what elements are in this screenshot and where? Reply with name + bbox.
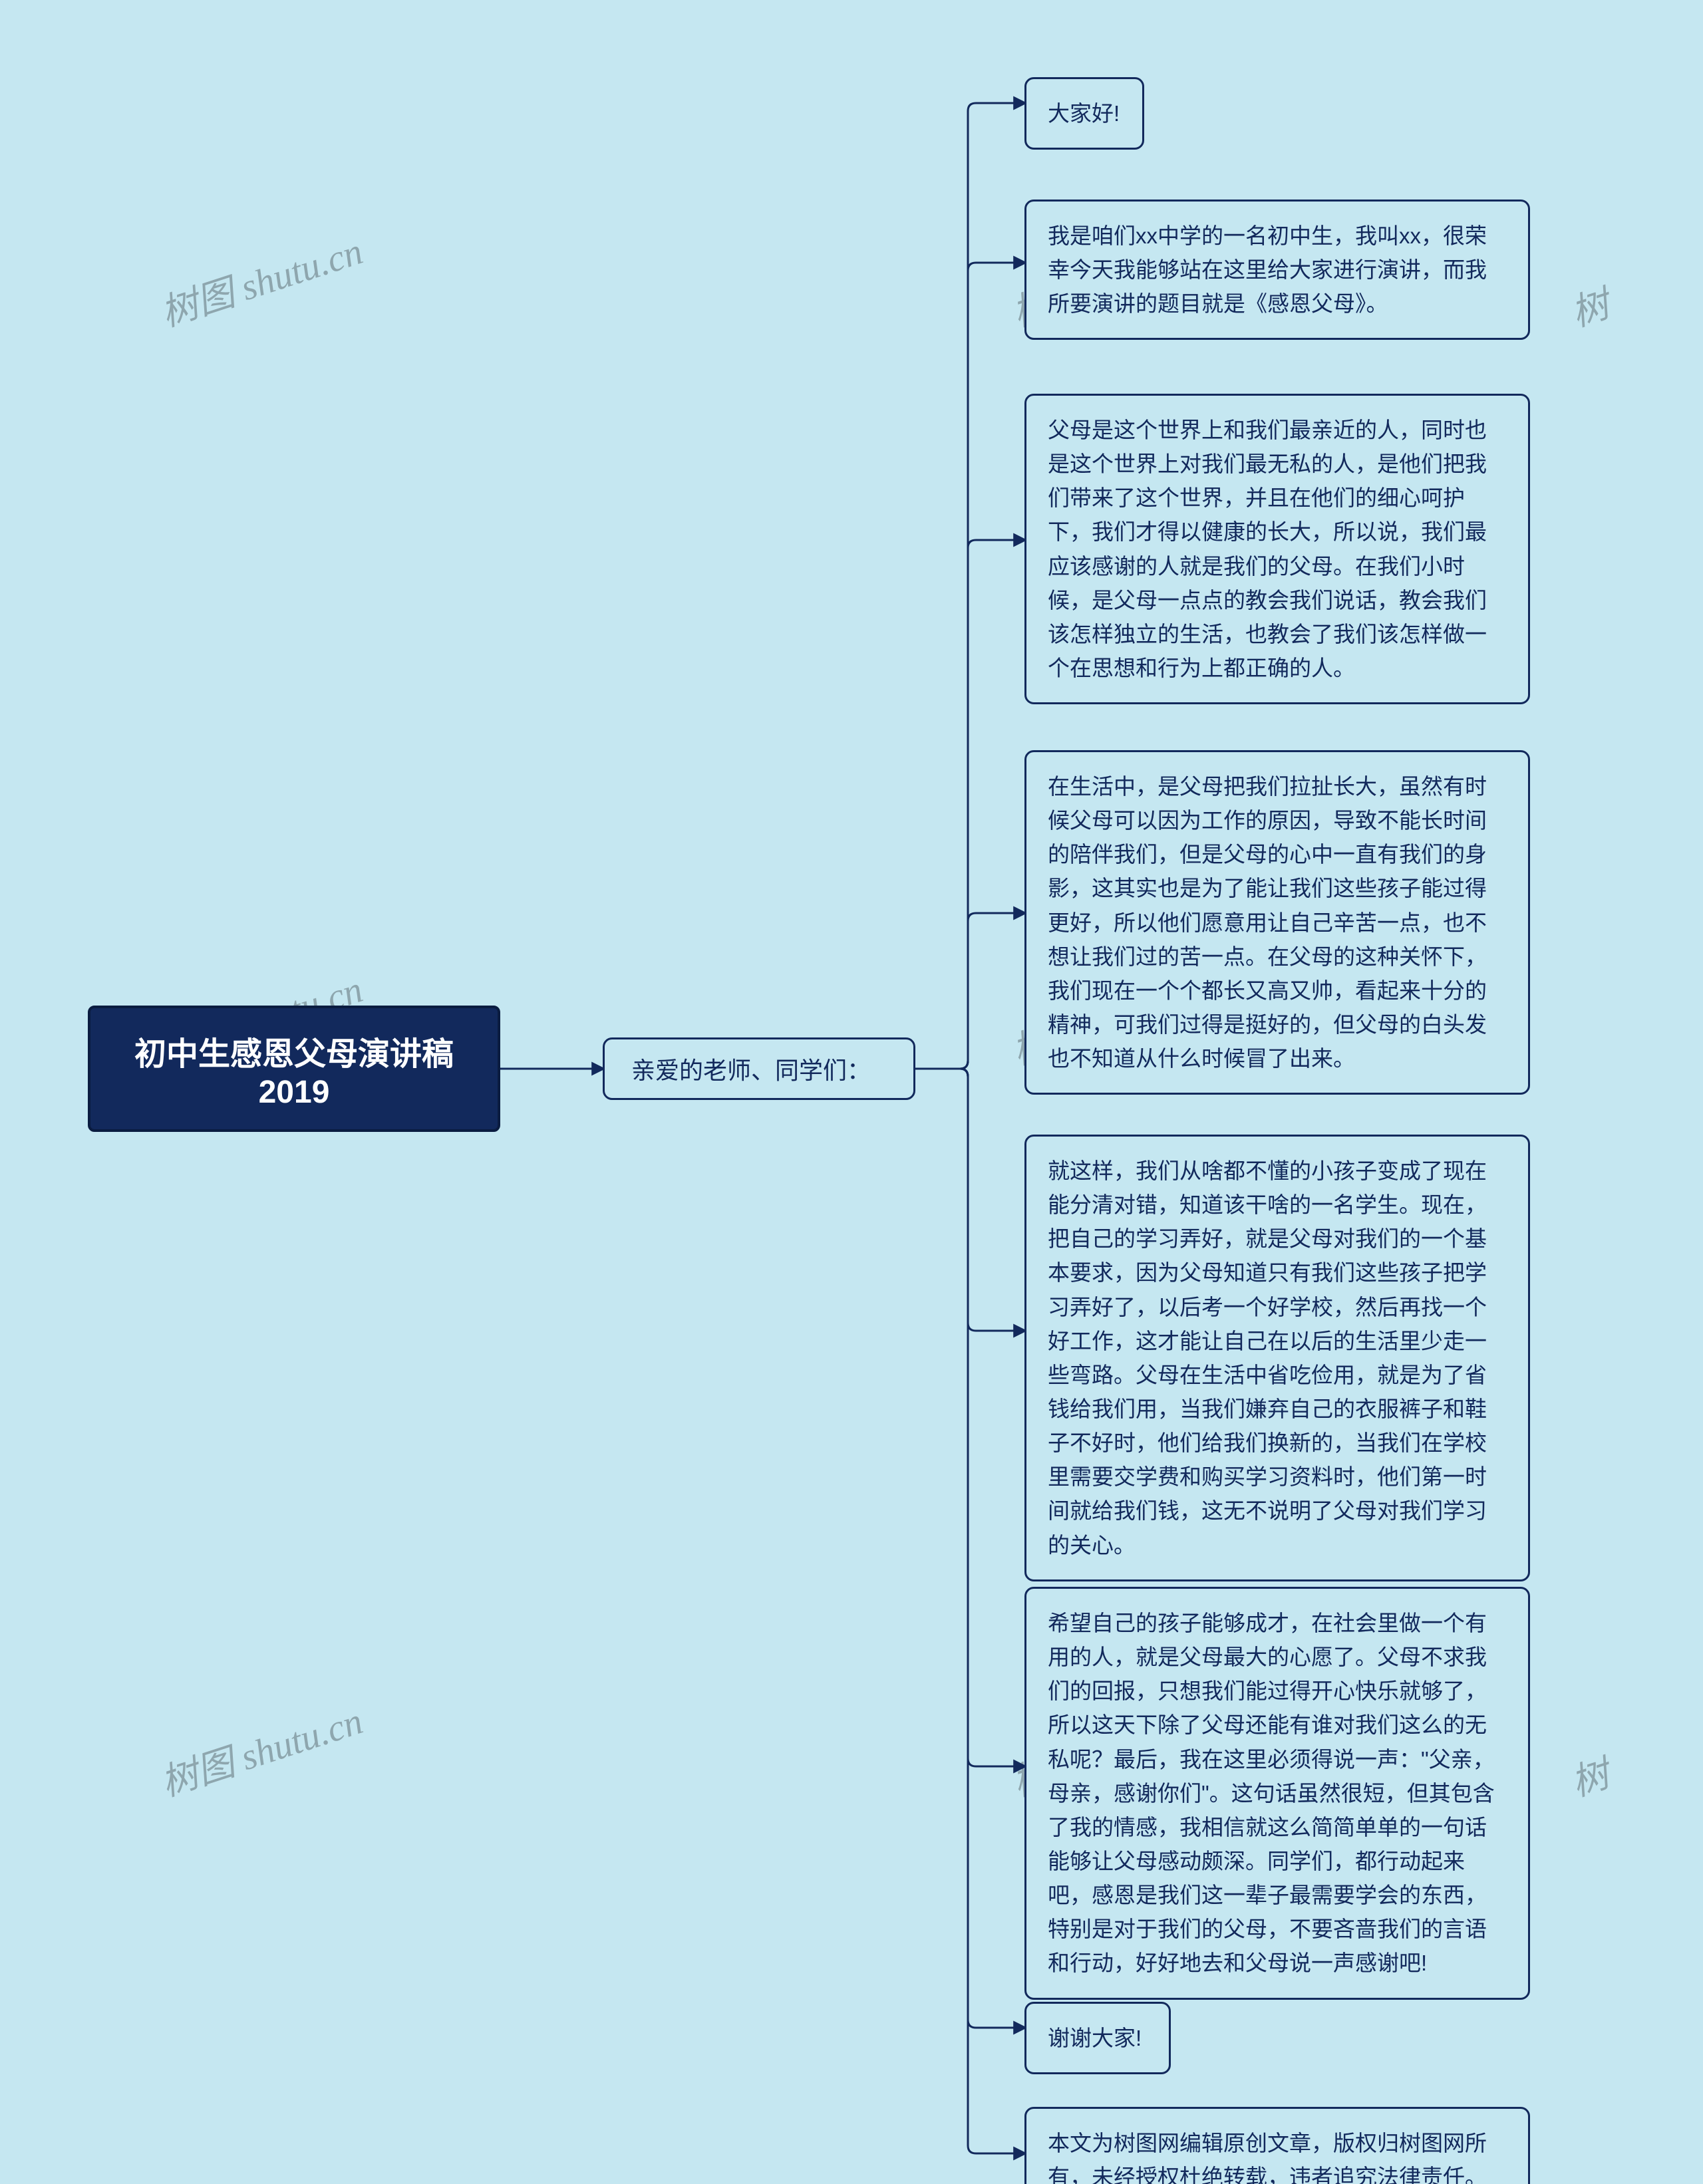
leaf-node[interactable]: 希望自己的孩子能够成才，在社会里做一个有用的人，就是父母最大的心愿了。父母不求我…	[1024, 1587, 1530, 2000]
root-node[interactable]: 初中生感恩父母演讲稿2019	[88, 1006, 500, 1132]
leaf-label: 大家好!	[1048, 96, 1120, 130]
leaf-node[interactable]: 父母是这个世界上和我们最亲近的人，同时也是这个世界上对我们最无私的人，是他们把我…	[1024, 394, 1530, 704]
leaf-label: 父母是这个世界上和我们最亲近的人，同时也是这个世界上对我们最无私的人，是他们把我…	[1048, 413, 1507, 685]
leaf-label: 谢谢大家!	[1048, 2021, 1142, 2055]
leaf-label: 我是咱们xx中学的一名初中生，我叫xx，很荣幸今天我能够站在这里给大家进行演讲，…	[1048, 219, 1507, 321]
sub-node[interactable]: 亲爱的老师、同学们：	[603, 1037, 915, 1100]
leaf-node[interactable]: 本文为树图网编辑原创文章，版权归树图网所有，未经授权杜绝转载，违者追究法律责任。	[1024, 2107, 1530, 2184]
leaf-node[interactable]: 就这样，我们从啥都不懂的小孩子变成了现在能分清对错，知道该干啥的一名学生。现在，…	[1024, 1135, 1530, 1581]
leaf-node[interactable]: 大家好!	[1024, 77, 1144, 150]
leaf-label: 就这样，我们从啥都不懂的小孩子变成了现在能分清对错，知道该干啥的一名学生。现在，…	[1048, 1154, 1507, 1562]
leaf-node[interactable]: 我是咱们xx中学的一名初中生，我叫xx，很荣幸今天我能够站在这里给大家进行演讲，…	[1024, 200, 1530, 340]
root-label: 初中生感恩父母演讲稿2019	[125, 1027, 463, 1111]
leaf-node[interactable]: 谢谢大家!	[1024, 2002, 1171, 2074]
leaf-label: 在生活中，是父母把我们拉扯长大，虽然有时候父母可以因为工作的原因，导致不能长时间…	[1048, 769, 1507, 1075]
leaf-label: 希望自己的孩子能够成才，在社会里做一个有用的人，就是父母最大的心愿了。父母不求我…	[1048, 1606, 1507, 1980]
leaf-label: 本文为树图网编辑原创文章，版权归树图网所有，未经授权杜绝转载，违者追究法律责任。	[1048, 2126, 1507, 2184]
leaf-node[interactable]: 在生活中，是父母把我们拉扯长大，虽然有时候父母可以因为工作的原因，导致不能长时间…	[1024, 750, 1530, 1095]
sub-label: 亲爱的老师、同学们：	[631, 1051, 871, 1086]
